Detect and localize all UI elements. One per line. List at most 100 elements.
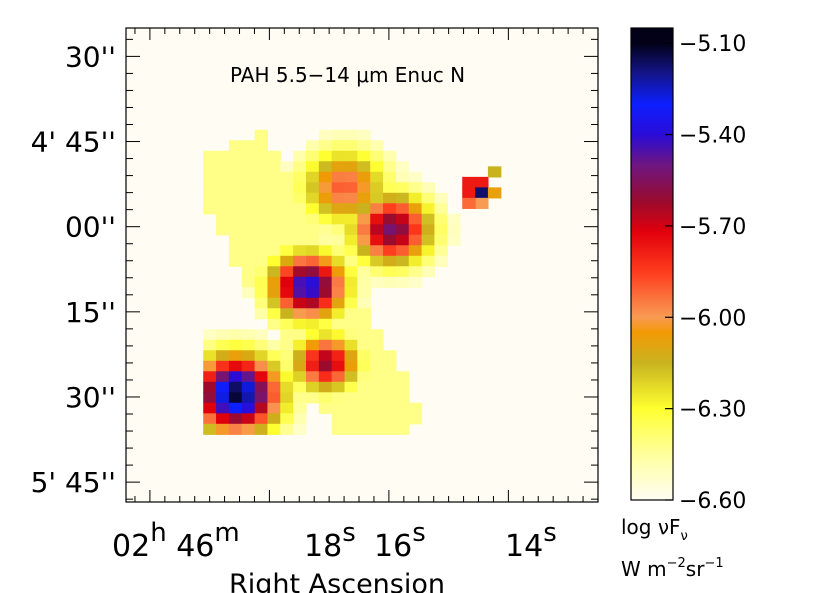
heatmap-pixel <box>318 350 333 362</box>
heatmap-pixel <box>318 329 333 341</box>
heatmap-pixel <box>395 224 410 236</box>
heatmap-pixel <box>305 245 320 257</box>
heatmap-pixel <box>254 287 269 299</box>
y-tick-label: 00'' <box>65 211 116 244</box>
heatmap-pixel <box>357 182 371 194</box>
heatmap-pixel <box>254 329 269 341</box>
heatmap-pixel <box>344 182 358 194</box>
heatmap-pixel <box>318 297 333 309</box>
heatmap-pixel <box>434 203 448 215</box>
heatmap-pixel <box>370 339 384 351</box>
heatmap-pixel <box>408 402 423 414</box>
heatmap-pixel <box>228 171 243 183</box>
heatmap-pixels <box>203 129 502 435</box>
heatmap-pixel <box>216 182 230 194</box>
heatmap-pixel <box>280 402 294 414</box>
heatmap-pixel <box>293 192 307 204</box>
heatmap-pixel <box>254 140 269 152</box>
heatmap-pixel <box>254 371 269 383</box>
heatmap-pixel <box>228 224 243 236</box>
heatmap-pixel <box>370 213 384 225</box>
heatmap-pixel <box>370 276 384 288</box>
heatmap-pixel <box>280 318 294 330</box>
heatmap-pixel <box>331 182 346 194</box>
heatmap-pixel <box>216 402 230 414</box>
heatmap-pixel <box>241 182 256 194</box>
heatmap-pixel <box>318 245 333 257</box>
heatmap-pixel <box>254 423 269 435</box>
heatmap-pixel <box>357 161 371 173</box>
x-tick-label: 02h 46m <box>112 518 240 564</box>
heatmap-pixel <box>344 402 358 414</box>
heatmap-pixel <box>293 276 307 288</box>
heatmap-pixel <box>241 392 256 404</box>
heatmap-pixel <box>254 297 269 309</box>
heatmap-pixel <box>421 255 436 267</box>
heatmap-pixel <box>475 176 489 188</box>
heatmap-pixel <box>434 213 448 225</box>
heatmap-pixel <box>305 192 320 204</box>
heatmap-pixel <box>357 350 371 362</box>
heatmap-pixel <box>228 360 243 372</box>
heatmap-pixel <box>357 371 371 383</box>
heatmap-pixel <box>331 287 346 299</box>
heatmap-pixel <box>293 413 307 425</box>
heatmap-pixel <box>383 381 397 393</box>
heatmap-pixel <box>408 171 423 183</box>
heatmap-pixel <box>241 339 256 351</box>
heatmap-pixel <box>254 224 269 236</box>
heatmap-pixel <box>267 318 281 330</box>
heatmap-pixel <box>280 360 294 372</box>
heatmap-pixel <box>293 234 307 246</box>
heatmap-pixel <box>216 192 230 204</box>
heatmap-pixel <box>293 329 307 341</box>
heatmap-pixel <box>293 213 307 225</box>
heatmap-pixel <box>331 371 346 383</box>
heatmap-pixel <box>331 402 346 414</box>
heatmap-pixel <box>383 245 397 257</box>
heatmap-pixel <box>318 308 333 320</box>
heatmap-pixel <box>408 245 423 257</box>
heatmap-pixel <box>254 276 269 288</box>
heatmap-pixel <box>267 392 281 404</box>
heatmap-pixel <box>203 360 217 372</box>
heatmap-pixel <box>370 266 384 278</box>
heatmap-pixel <box>383 182 397 194</box>
heatmap-pixel <box>395 413 410 425</box>
heatmap-pixel <box>344 266 358 278</box>
heatmap-pixel <box>331 413 346 425</box>
heatmap-pixel <box>318 213 333 225</box>
heatmap-pixel <box>280 245 294 257</box>
y-ticks <box>126 38 598 500</box>
heatmap-pixel <box>331 392 346 404</box>
heatmap-pixel <box>395 161 410 173</box>
heatmap-pixel <box>216 392 230 404</box>
heatmap-pixel <box>228 381 243 393</box>
heatmap-pixel <box>254 339 269 351</box>
heatmap-pixel <box>357 297 371 309</box>
heatmap-pixel <box>318 318 333 330</box>
heatmap-pixel <box>344 234 358 246</box>
x-tick-label: 18s <box>304 518 356 564</box>
colorbar-gradient <box>630 27 674 501</box>
heatmap-pixel <box>318 381 333 393</box>
heatmap-pixel <box>357 150 371 162</box>
heatmap-pixel <box>344 287 358 299</box>
heatmap-pixel <box>421 182 436 194</box>
heatmap-pixel <box>357 308 371 320</box>
heatmap-pixel <box>370 161 384 173</box>
heatmap-pixel <box>344 308 358 320</box>
heatmap-pixel <box>267 213 281 225</box>
heatmap-pixel <box>370 423 384 435</box>
heatmap-pixel <box>344 129 358 141</box>
heatmap-pixel <box>267 203 281 215</box>
heatmap-pixel <box>228 392 243 404</box>
heatmap-pixel <box>267 297 281 309</box>
heatmap-pixel <box>447 224 461 236</box>
heatmap-pixel <box>216 203 230 215</box>
heatmap-pixel <box>383 371 397 383</box>
heatmap-pixel <box>357 276 371 288</box>
heatmap-pixel <box>293 402 307 414</box>
colorbar-tick-label: −5.40 <box>679 124 746 149</box>
heatmap-pixel <box>203 182 217 194</box>
